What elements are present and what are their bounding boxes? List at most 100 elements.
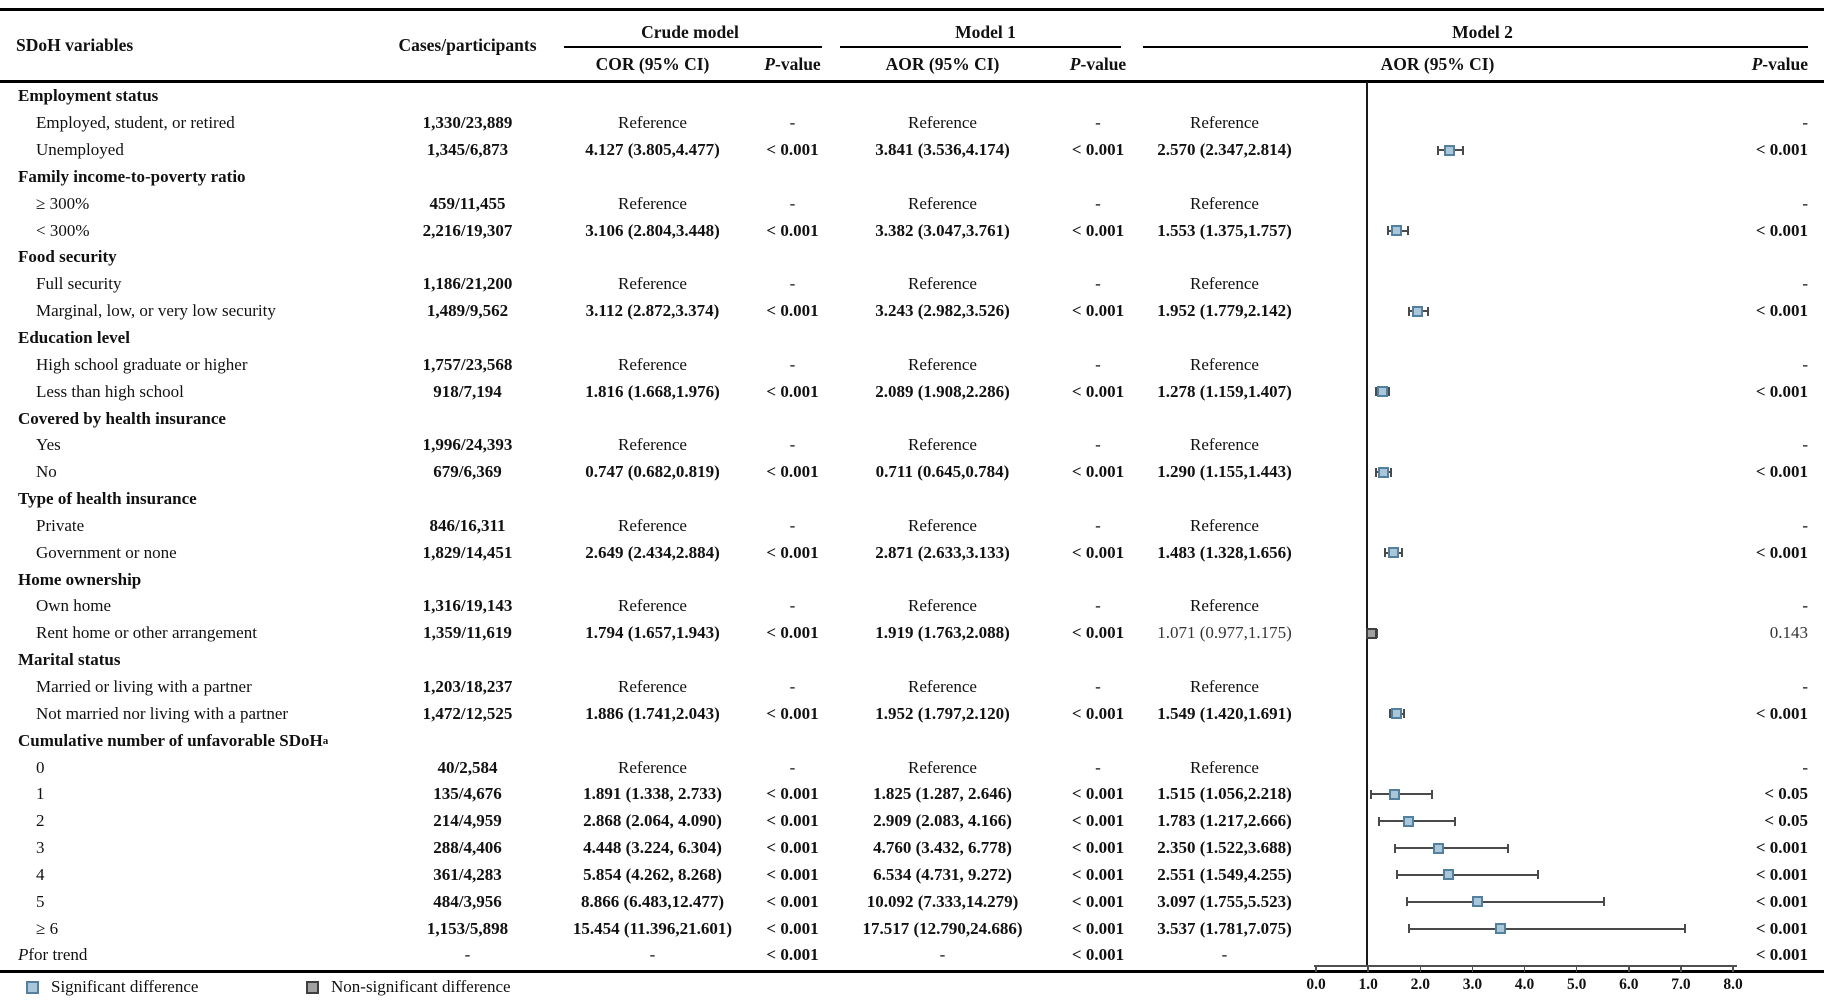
forest-point-marker [1432,842,1444,854]
cell-variable: Cumulative number of unfavorable SDoH a [18,730,329,750]
forest-plot-cell [1308,325,1734,352]
cell-aor-model2 [1141,405,1308,432]
cell-variable: 2 [36,811,45,831]
cell-aor-model2 [1141,647,1308,674]
cell-p-model1: - [1095,193,1101,213]
cell-p-model2 [1734,325,1824,352]
legend-item-non-significant: Non-significant difference [306,977,511,997]
cell-p-model2: - [1802,113,1808,133]
cell-p-crude [755,647,830,674]
axis-tick [1419,965,1421,972]
forest-ci-cap [1407,924,1410,934]
forest-plot-cell [1308,700,1734,727]
cell-cor: Reference [618,113,687,133]
cell-p-crude [755,486,830,513]
cell-variable: P for trend [18,945,88,965]
cell-aor-model2: Reference [1190,274,1259,294]
cell-aor-model2 [1141,486,1308,513]
cell-p-model2 [1734,566,1824,593]
cell-aor-model1 [830,244,1055,271]
cell-cor: 1.891 (1.338, 2.733) [583,784,722,804]
cell-p-model2: - [1802,596,1808,616]
cell-p-crude: - [789,193,796,213]
cell-p-model1: < 0.001 [1071,220,1125,240]
cell-aor-model1 [830,566,1055,593]
cell-aor-model2 [1141,164,1308,191]
forest-ci-cap [1407,306,1410,316]
cell-cases: 1,996/24,393 [422,435,513,455]
forest-plot-cell [1308,405,1734,432]
cell-p-model2: < 0.001 [1755,462,1808,482]
cell-cases: 1,186/21,200 [422,274,513,294]
forest-plot-cell [1308,888,1734,915]
cell-aor-model1: Reference [908,274,977,294]
cell-p-crude [755,83,830,110]
cell-aor-model1 [830,164,1055,191]
forest-point-marker [1391,225,1403,237]
cell-variable: 4 [36,864,45,884]
cell-aor-model2: Reference [1190,757,1259,777]
cell-cor [550,405,755,432]
column-header-cases-participants: Cases/participants [398,35,537,55]
cell-p-model2: < 0.05 [1764,811,1808,831]
cell-variable: ≥ 6 [36,918,59,938]
legend: Significant difference Non-significant d… [0,977,1824,1001]
cell-p-crude: < 0.001 [766,811,819,831]
cell-variable: Rent home or other arrangement [36,623,257,643]
group-header-crude-model: Crude model [550,22,830,48]
axis-tick-label: 3.0 [1462,976,1483,993]
cell-cor: Reference [618,676,687,696]
forest-plot-cell [1308,298,1734,325]
cell-variable: Own home [36,596,112,616]
forest-plot-cell [1308,83,1734,110]
cell-cases [385,405,550,432]
cell-aor-model1: 2.871 (2.633,3.133) [875,542,1010,562]
cell-variable: ≥ 300% [36,193,90,213]
cell-p-model2: - [1802,435,1808,455]
cell-p-model1 [1055,566,1141,593]
cell-cor: Reference [618,354,687,374]
cell-cor: 2.649 (2.434,2.884) [585,542,720,562]
cell-aor-model1: Reference [908,193,977,213]
cell-aor-model1: 1.825 (1.287, 2.646) [873,784,1012,804]
cell-aor-model1: 10.092 (7.333,14.279) [866,891,1019,911]
cell-variable: High school graduate or higher [36,354,248,374]
cell-p-model1 [1055,83,1141,110]
cell-aor-model1: Reference [908,676,977,696]
forest-ci-cap [1507,843,1510,853]
cell-aor-model1: 1.919 (1.763,2.088) [875,623,1010,643]
cell-cor: Reference [618,193,687,213]
cell-variable: Home ownership [18,569,142,589]
axis-tick-label: 0.0 [1306,976,1326,993]
cell-p-model1: < 0.001 [1071,542,1125,562]
cell-p-model1 [1055,405,1141,432]
cell-aor-model1: Reference [908,435,977,455]
forest-plot-cell [1308,647,1734,674]
cell-aor-model2: 2.350 (1.522,3.688) [1157,838,1292,858]
cell-aor-model2: 2.570 (2.347,2.814) [1157,140,1292,160]
cell-p-crude: < 0.001 [766,381,819,401]
cell-p-model2: 0.143 [1769,623,1808,643]
cell-cor: 3.106 (2.804,3.448) [585,220,720,240]
cell-aor-model2 [1141,83,1308,110]
cell-p-model1: < 0.001 [1071,784,1125,804]
forest-reference-line [1366,82,1368,967]
cell-p-model1 [1055,647,1141,674]
forest-plot-cell [1308,164,1734,191]
cell-variable: Education level [18,328,130,348]
cell-cor: 8.866 (6.483,12.477) [580,891,725,911]
forest-plot-cell [1308,754,1734,781]
cell-variable: Marginal, low, or very low security [36,301,276,321]
cell-cases: 846/16,311 [429,515,506,535]
cell-p-model2: < 0.001 [1755,864,1808,884]
cell-p-model2: - [1802,274,1808,294]
forest-plot-cell [1308,459,1734,486]
cell-aor-model2: Reference [1190,113,1259,133]
cell-aor-model2: 1.549 (1.420,1.691) [1157,703,1292,723]
cell-p-crude: < 0.001 [766,838,819,858]
cell-p-model1: - [1095,113,1101,133]
cell-cases: 1,472/12,525 [422,703,513,723]
cell-variable: Employed, student, or retired [36,113,235,133]
cell-p-crude [755,164,830,191]
forest-ci-cap [1406,897,1409,907]
